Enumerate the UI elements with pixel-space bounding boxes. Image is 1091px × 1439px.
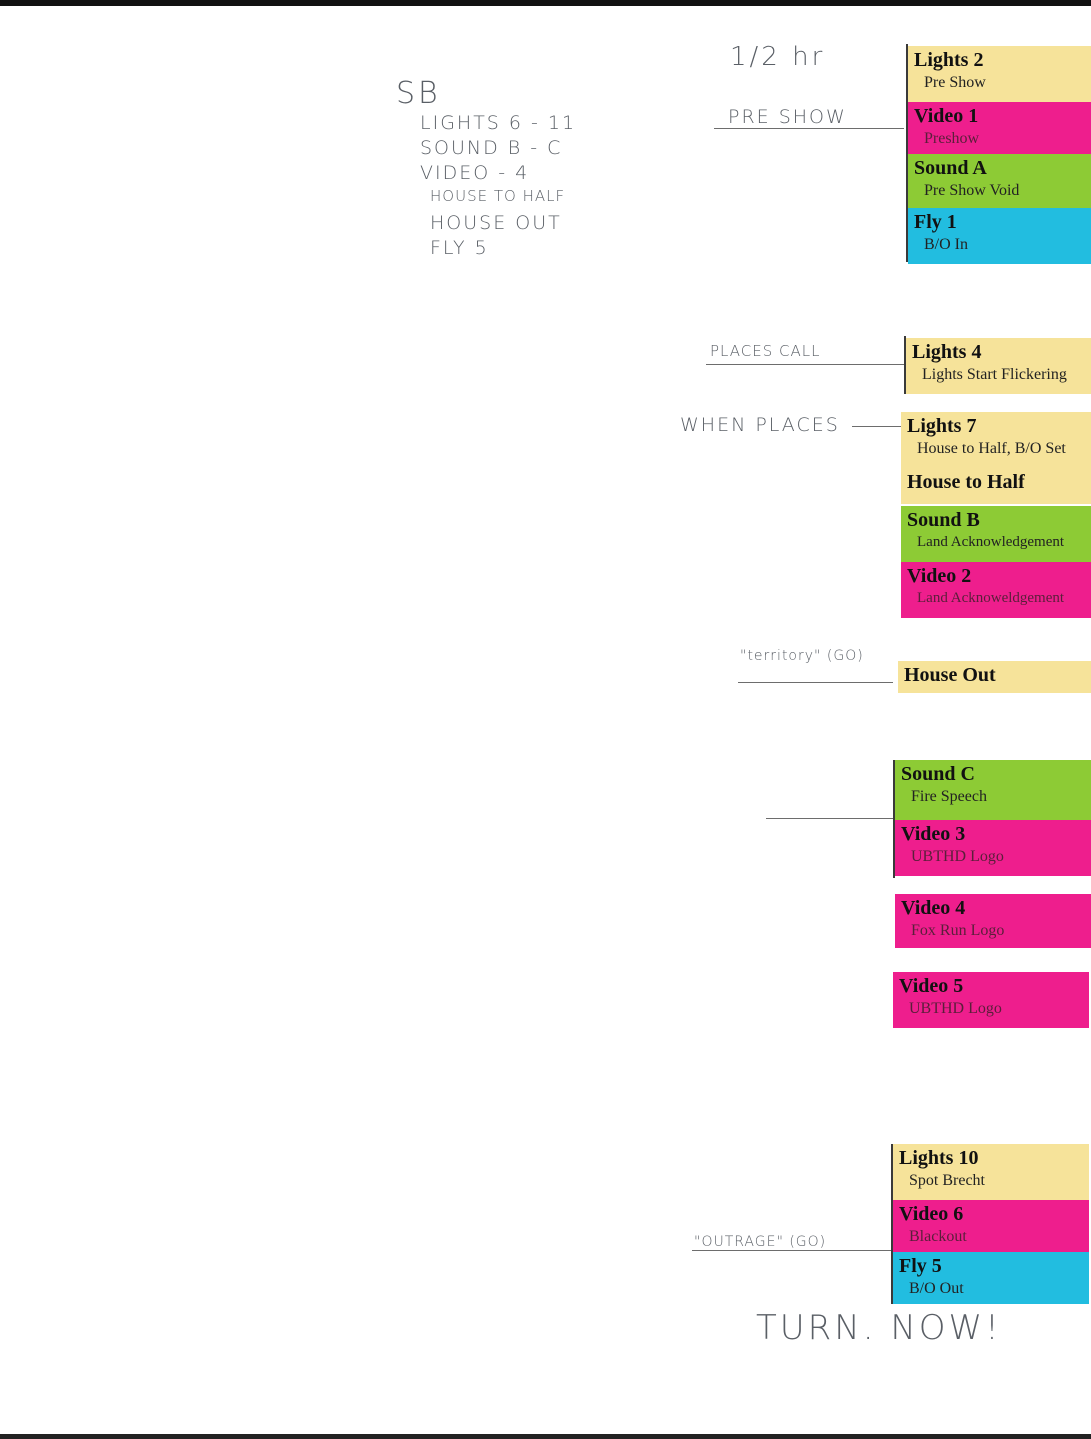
outrage-line bbox=[692, 1250, 892, 1251]
cue-video-4: Video 4 Fox Run Logo bbox=[895, 894, 1091, 948]
cue-video-1: Video 1 Preshow bbox=[908, 102, 1091, 154]
cue-desc: UBTHD Logo bbox=[911, 848, 1004, 865]
cue-title: Video 6 bbox=[899, 1203, 964, 1225]
cue-desc: Blackout bbox=[909, 1228, 967, 1245]
cue-title: House Out bbox=[904, 664, 996, 686]
cue-sound-a: Sound A Pre Show Void bbox=[908, 154, 1091, 208]
cue-title: Lights 2 bbox=[914, 49, 984, 71]
places-call-line bbox=[706, 364, 904, 365]
places-call-note: PLACES CALL bbox=[710, 342, 821, 360]
sb-heading: SB bbox=[396, 76, 441, 111]
cue-desc: B/O Out bbox=[909, 1280, 964, 1297]
bottom-border bbox=[0, 1434, 1091, 1439]
cue-video-2: Video 2 Land Acknoweldgement bbox=[901, 562, 1091, 618]
pre-show-note: PRE SHOW bbox=[728, 106, 847, 128]
cue-desc: Land Acknowledgement bbox=[917, 534, 1065, 550]
cue-desc: Land Acknoweldgement bbox=[917, 590, 1065, 606]
cue-title: Sound A bbox=[914, 157, 987, 179]
cue-title: Sound C bbox=[901, 763, 975, 785]
cue-lights-2: Lights 2 Pre Show bbox=[908, 46, 1091, 102]
pre-show-line bbox=[714, 128, 904, 129]
cue-desc: Fire Speech bbox=[911, 788, 987, 805]
territory-line bbox=[738, 682, 893, 683]
cue-fly-1: Fly 1 B/O In bbox=[908, 208, 1091, 264]
when-places-line bbox=[852, 426, 902, 427]
cue-sound-b: Sound B Land Acknowledgement bbox=[901, 506, 1091, 562]
sb-item-fly: FLY 5 bbox=[430, 237, 489, 259]
sb-item-lights: LIGHTS 6 - 11 bbox=[420, 112, 577, 134]
territory-note: "territory" (GO) bbox=[740, 648, 864, 664]
cue-house-out: House Out bbox=[898, 661, 1091, 693]
cue-lights-4: Lights 4 Lights Start Flickering bbox=[906, 338, 1091, 394]
cue-title: Lights 10 bbox=[899, 1147, 979, 1169]
cue-desc: Spot Brecht bbox=[909, 1172, 985, 1189]
sb-item-sound: SOUND B - C bbox=[420, 137, 563, 159]
when-places-note: WHEN PLACES bbox=[680, 414, 840, 436]
cue-video-6: Video 6 Blackout bbox=[893, 1200, 1089, 1252]
lights4-bracket bbox=[904, 336, 906, 394]
cue-desc: Preshow bbox=[924, 130, 980, 147]
cue-desc: UBTHD Logo bbox=[909, 1000, 1002, 1017]
cue-lights-7: Lights 7 House to Half, B/O Set bbox=[901, 412, 1091, 468]
cue-title: Sound B bbox=[907, 509, 980, 531]
cue-video-3: Video 3 UBTHD Logo bbox=[895, 820, 1091, 876]
cue-title: Video 3 bbox=[901, 823, 966, 845]
top-border bbox=[0, 0, 1091, 6]
cue-title: Fly 5 bbox=[899, 1255, 942, 1277]
sound-c-line bbox=[766, 818, 894, 819]
cue-title: Lights 7 bbox=[907, 415, 977, 437]
cue-title: Lights 4 bbox=[912, 341, 982, 363]
cue-desc: House to Half, B/O Set bbox=[917, 440, 1066, 457]
sb-item-house-half: HOUSE TO HALF bbox=[430, 187, 566, 205]
final-bracket bbox=[891, 1144, 893, 1304]
cue-title: Video 4 bbox=[901, 897, 966, 919]
cue-video-5: Video 5 UBTHD Logo bbox=[893, 972, 1089, 1028]
cue-desc: Fox Run Logo bbox=[911, 922, 1005, 939]
sound-c-bracket bbox=[893, 760, 895, 878]
cue-desc: Lights Start Flickering bbox=[922, 366, 1067, 383]
cue-fly-5: Fly 5 B/O Out bbox=[893, 1252, 1089, 1304]
cue-desc: Pre Show Void bbox=[924, 182, 1020, 199]
cue-house-to-half: House to Half bbox=[901, 468, 1091, 504]
outrage-note: "OUTRAGE" (GO) bbox=[694, 1234, 827, 1250]
time-note: 1/2 hr bbox=[730, 42, 826, 72]
cue-title: Video 2 bbox=[907, 565, 972, 587]
cue-title: Fly 1 bbox=[914, 211, 957, 233]
cue-title: Video 1 bbox=[914, 105, 979, 127]
cue-lights-10: Lights 10 Spot Brecht bbox=[893, 1144, 1089, 1200]
cue-title: House to Half bbox=[907, 471, 1025, 493]
sb-cue-list: LIGHTS 6 - 11 SOUND B - C VIDEO - 4 HOUS… bbox=[420, 112, 576, 262]
cue-desc: B/O In bbox=[924, 236, 968, 253]
stack1-bracket bbox=[906, 44, 908, 262]
sb-item-video: VIDEO - 4 bbox=[420, 162, 530, 184]
sb-item-house-out: HOUSE OUT bbox=[430, 212, 562, 234]
cue-title: Video 5 bbox=[899, 975, 964, 997]
cue-sound-c: Sound C Fire Speech bbox=[895, 760, 1091, 820]
cue-desc: Pre Show bbox=[924, 74, 986, 91]
turn-now-note: TURN. NOW! bbox=[756, 1308, 1002, 1348]
